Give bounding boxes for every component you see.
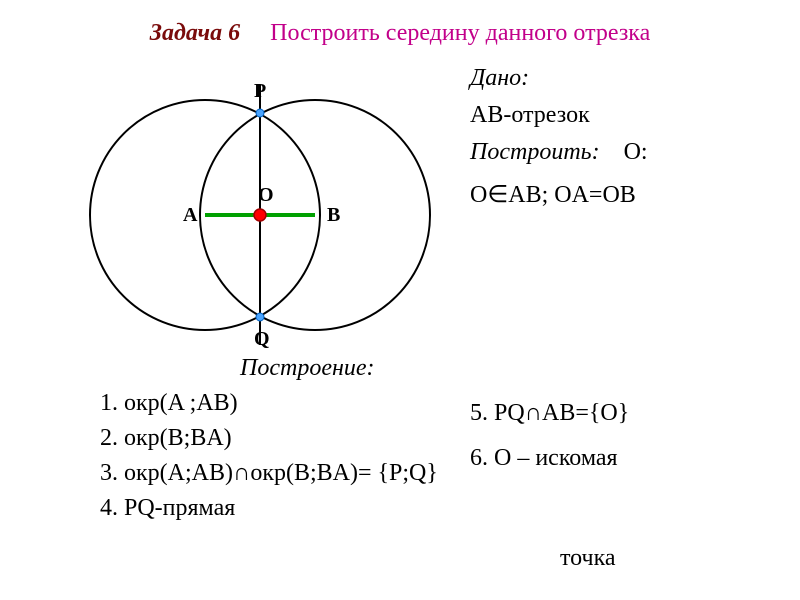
construct-row: Построить: O: <box>470 139 648 166</box>
step-6: 6. O – искомая <box>470 445 629 472</box>
label-o: O <box>258 184 274 206</box>
construct-header: Построить: <box>470 139 600 165</box>
given-line-segment: АВ-отрезок <box>470 102 648 129</box>
steps-right: 5. PQ∩AB={O} 6. O – искомая <box>470 400 629 490</box>
problem-label: Задача 6 <box>150 20 240 46</box>
step-4: 4. PQ-прямая <box>100 495 438 522</box>
construct-point: O: <box>624 139 648 165</box>
construction-diagram: A B O P Q <box>50 55 470 370</box>
point-word: точка <box>560 545 616 572</box>
step-1: 1. окр(A ;AB) <box>100 390 438 417</box>
construction-header: Построение: <box>240 355 375 382</box>
construct-value <box>606 139 618 165</box>
given-block: Дано: АВ-отрезок Построить: O: O∈AB; OA=… <box>470 65 648 219</box>
given-header: Дано: <box>470 65 648 92</box>
point-p-icon <box>256 109 264 117</box>
step-3: 3. окр(A;AB)∩окр(B;BA)= {P;Q} <box>100 460 438 487</box>
step-5: 5. PQ∩AB={O} <box>470 400 629 427</box>
problem-text: Построить середину данного отрезка <box>270 20 650 46</box>
step-2: 2. окр(B;BA) <box>100 425 438 452</box>
label-p: P <box>254 80 266 102</box>
title-gap <box>246 20 264 46</box>
point-o-icon <box>254 209 266 221</box>
construct-condition: O∈AB; OA=OB <box>470 180 648 209</box>
diagram-svg: A B O P Q <box>50 55 470 365</box>
title-row: Задача 6 Построить середину данного отре… <box>0 20 800 47</box>
steps-left: 1. окр(A ;AB) 2. окр(B;BA) 3. окр(A;AB)∩… <box>100 390 438 530</box>
label-a: A <box>183 204 198 226</box>
label-b: B <box>327 204 340 226</box>
point-q-icon <box>256 313 264 321</box>
label-q: Q <box>254 328 270 350</box>
